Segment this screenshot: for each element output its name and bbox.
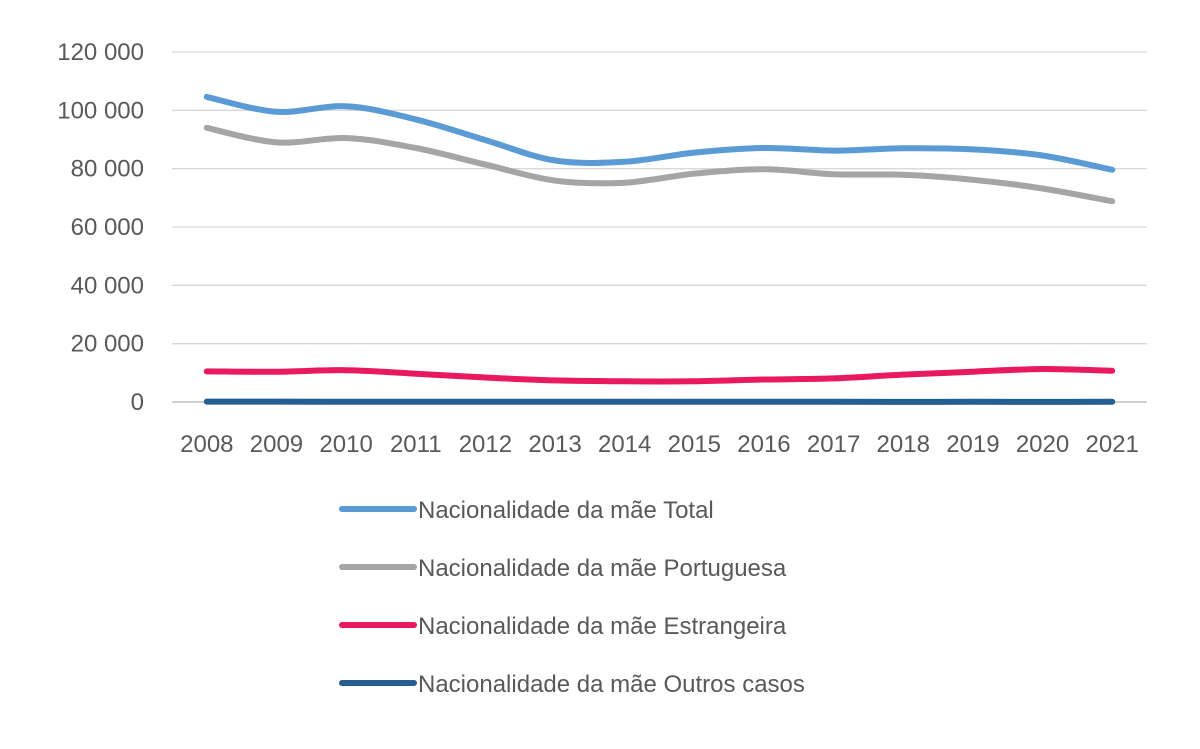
legend-label: Nacionalidade da mãe Estrangeira — [418, 613, 787, 640]
y-tick-label: 20 000 — [71, 331, 144, 358]
legend-label: Nacionalidade da mãe Total — [418, 497, 714, 524]
x-tick-label: 2009 — [250, 431, 303, 458]
y-tick-label: 0 — [131, 389, 144, 416]
y-tick-label: 60 000 — [71, 214, 144, 241]
x-axis: 2008 2009 2010 2011 2012 2013 2014 2015 2016 2017… — [172, 402, 1147, 458]
series-lines — [204, 94, 1115, 405]
gridlines — [172, 52, 1147, 344]
series-line-1 — [207, 128, 1112, 202]
series-line-0 — [207, 97, 1112, 170]
legend-label: Nacionalidade da mãe Outros casos — [418, 671, 805, 698]
x-tick-label: 2020 — [1016, 431, 1069, 458]
x-tick-label: 2018 — [877, 431, 930, 458]
x-tick-label: 2013 — [528, 431, 581, 458]
x-tick-label: 2011 — [390, 431, 442, 458]
series-line-2 — [207, 369, 1112, 381]
y-axis: 0 20 000 40 000 60 000 80 000 100 000 120 000 — [57, 39, 144, 416]
x-tick-label: 2015 — [668, 431, 721, 458]
y-tick-label: 100 000 — [57, 97, 144, 124]
x-tick-label: 2019 — [946, 431, 999, 458]
y-tick-label: 40 000 — [71, 272, 144, 299]
x-tick-label: 2017 — [807, 431, 860, 458]
y-tick-label: 80 000 — [71, 156, 144, 183]
y-tick-label: 120 000 — [57, 39, 144, 66]
x-tick-label: 2010 — [319, 431, 372, 458]
x-tick-label: 2008 — [180, 431, 233, 458]
x-tick-label: 2012 — [459, 431, 512, 458]
x-tick-label: 2016 — [737, 431, 790, 458]
x-tick-label: 2014 — [598, 431, 651, 458]
x-tick-label: 2021 — [1085, 431, 1138, 458]
legend: Nacionalidade da mãe Total Nacionalidade … — [342, 497, 805, 698]
legend-label: Nacionalidade da mãe Portuguesa — [418, 555, 787, 582]
